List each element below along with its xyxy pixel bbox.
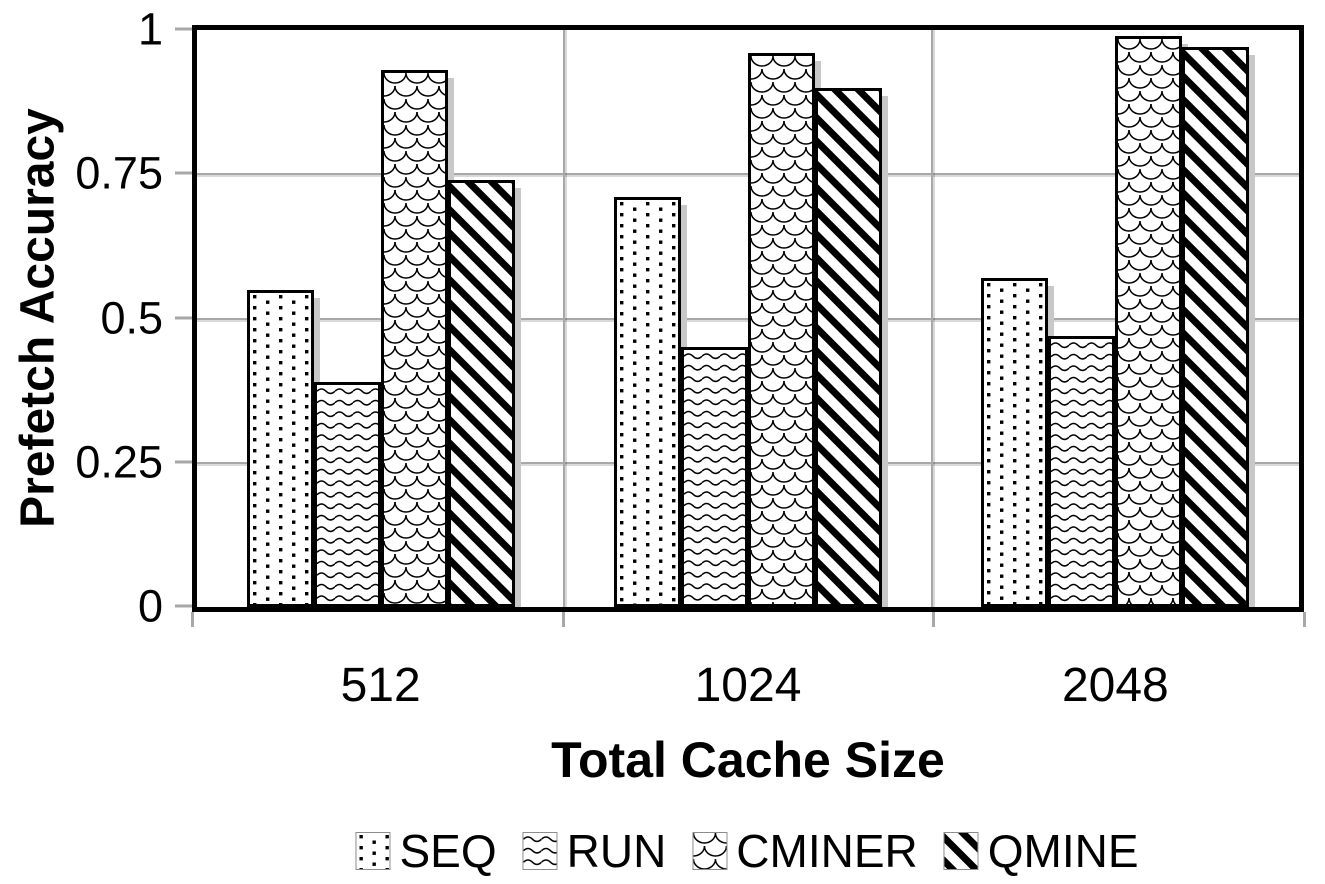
legend-label-seq: SEQ — [399, 825, 497, 877]
legend-swatch-scales-icon — [692, 832, 728, 870]
bar-seq-2048 — [981, 278, 1049, 607]
gridline-x-2 — [930, 30, 933, 607]
legend-swatch-dots-icon — [355, 832, 391, 870]
legend-swatch-diagonal-stripes-icon — [943, 832, 979, 870]
bar-qmine-2048 — [1182, 47, 1250, 607]
bar-qmine-1024 — [815, 88, 882, 607]
x-tick-mark-1 — [561, 612, 565, 627]
gridline-x-1 — [563, 30, 566, 607]
bar-run-2048 — [1048, 336, 1116, 607]
y-tick-label-0.25: 0.25 — [75, 436, 163, 488]
bar-cminer-2048 — [1115, 36, 1183, 607]
legend-swatch-waves-icon — [522, 832, 558, 870]
x-category-label-512: 512 — [340, 659, 421, 712]
y-tick-label-0.5: 0.5 — [100, 292, 163, 343]
legend-item-seq: SEQ — [355, 825, 497, 877]
plot-inner — [197, 30, 1299, 607]
bar-cminer-1024 — [748, 53, 815, 607]
legend-label-run: RUN — [566, 825, 667, 877]
legend-label-qmine: QMINE — [987, 825, 1139, 877]
y-tick-label-0.75: 0.75 — [75, 147, 163, 199]
legend-item-run: RUN — [522, 825, 667, 877]
legend-item-qmine: QMINE — [943, 825, 1139, 877]
y-tick-mark-1 — [175, 27, 192, 31]
x-tick-mark-0 — [191, 612, 194, 627]
y-tick-label-1: 1 — [137, 3, 163, 55]
y-tick-mark-0.5 — [175, 316, 192, 319]
x-category-label-1024: 1024 — [694, 659, 802, 712]
x-category-label-2048: 2048 — [1061, 659, 1169, 712]
bar-run-512 — [313, 382, 381, 607]
legend: SEQ RUN CMINER QMINE — [355, 825, 1139, 877]
bar-seq-1024 — [614, 197, 681, 607]
y-tick-label-0: 0 — [137, 580, 163, 632]
x-tick-mark-2 — [932, 612, 936, 627]
x-tick-mark-3 — [1303, 612, 1306, 627]
y-tick-mark-0 — [175, 604, 192, 608]
bar-seq-512 — [246, 290, 314, 607]
bar-run-1024 — [681, 347, 748, 607]
legend-item-cminer: CMINER — [692, 825, 918, 877]
legend-label-cminer: CMINER — [736, 825, 918, 877]
bar-qmine-512 — [447, 180, 515, 607]
y-tick-mark-0.25 — [175, 460, 192, 464]
bar-cminer-512 — [380, 70, 448, 607]
plot-area — [192, 25, 1304, 612]
x-axis-title: Total Cache Size — [551, 732, 945, 788]
y-tick-mark-0.75 — [175, 171, 192, 175]
